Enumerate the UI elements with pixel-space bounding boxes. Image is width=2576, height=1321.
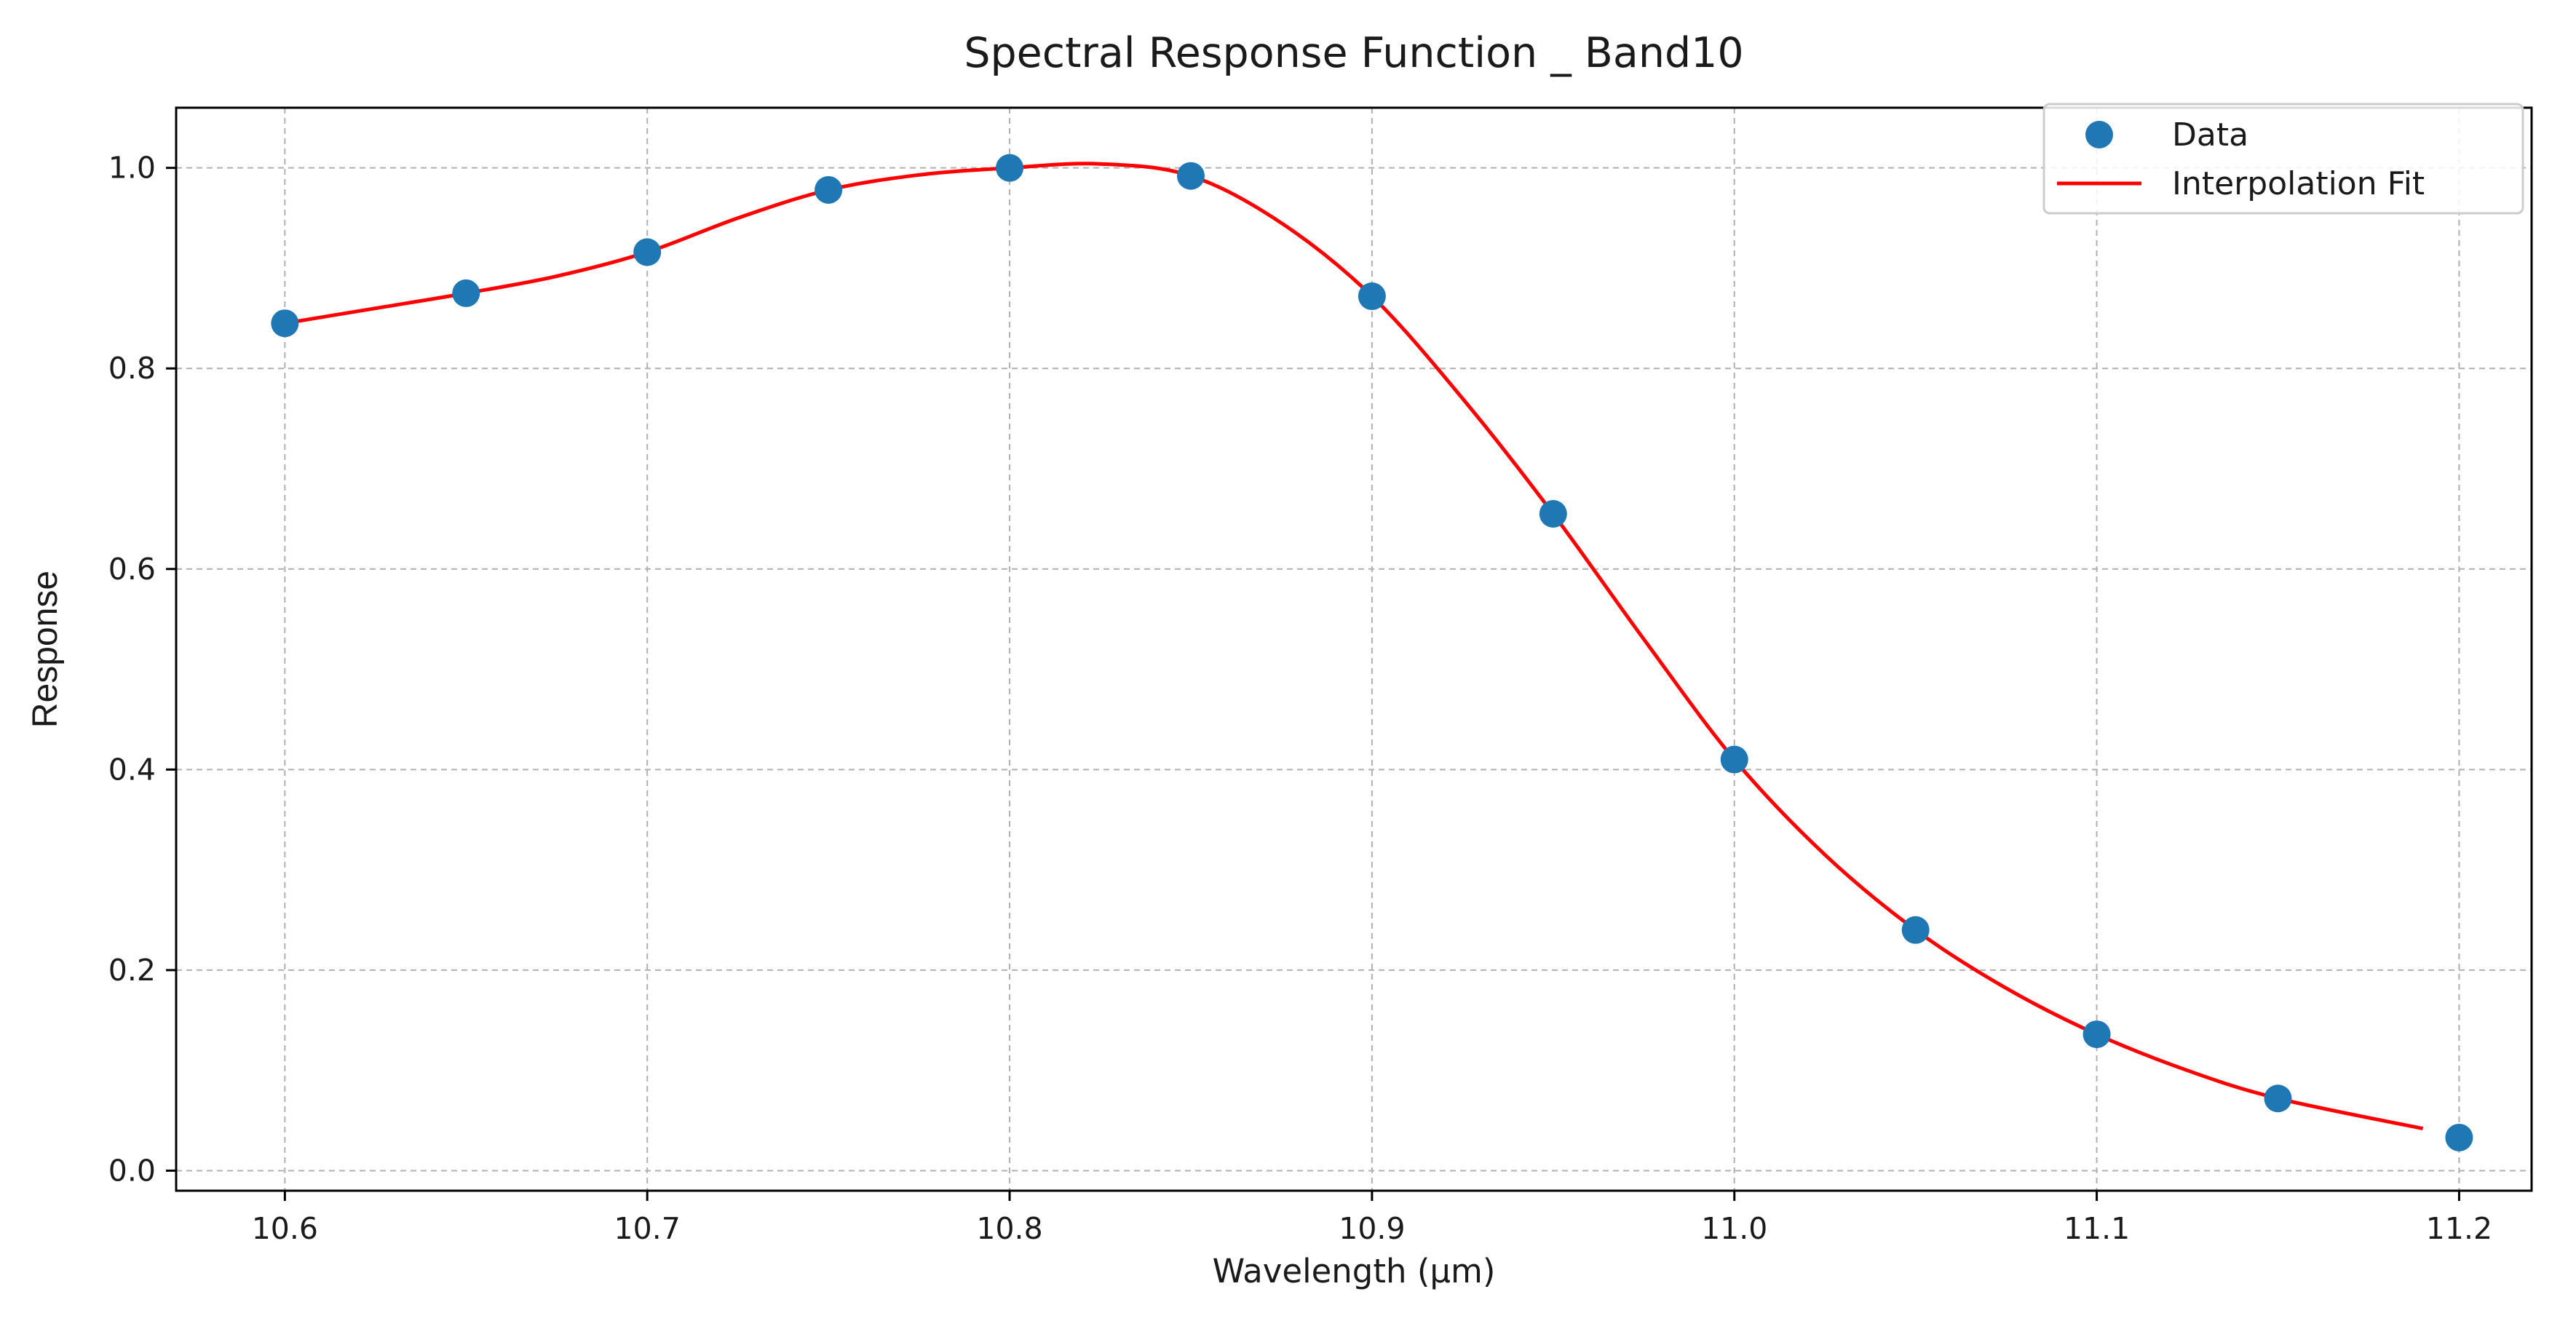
y-tick-label: 0.2 [108, 953, 156, 988]
x-tick-label: 10.8 [976, 1211, 1042, 1246]
data-point [2445, 1123, 2473, 1151]
y-tick-label: 0.8 [108, 351, 156, 386]
data-points-layer [271, 154, 2473, 1151]
chart-title: Spectral Response Function _ Band10 [964, 29, 1743, 77]
x-tick-label: 10.9 [1339, 1211, 1405, 1246]
data-point [633, 238, 662, 266]
legend-box [2042, 103, 2524, 215]
data-point [1176, 162, 1205, 190]
x-axis-label: Wavelength (μm) [1213, 1252, 1496, 1290]
y-tick-label: 0.4 [108, 752, 156, 787]
legend-data-label: Data [2172, 116, 2248, 154]
y-tick-label: 1.0 [108, 151, 156, 186]
data-point [1539, 500, 1567, 528]
x-tick-label: 10.7 [614, 1211, 681, 1246]
y-tick-label: 0.0 [108, 1153, 156, 1188]
legend-fit-label: Interpolation Fit [2172, 165, 2425, 202]
x-tick-label: 11.2 [2426, 1211, 2492, 1246]
data-point [452, 279, 480, 307]
legend: Data Interpolation Fit [2042, 103, 2524, 215]
x-tick-label: 11.0 [1701, 1211, 1767, 1246]
axis-ticks: 10.6 10.7 10.8 10.9 11.0 11.1 11.2 0.0 0.2 0.4 0.6… [108, 151, 2492, 1246]
legend-data-marker [2085, 121, 2113, 148]
data-point [271, 309, 299, 338]
data-point [996, 154, 1024, 182]
data-point [1901, 916, 1930, 944]
grid [176, 108, 2532, 1191]
data-point [1358, 282, 1386, 311]
data-point [2082, 1020, 2111, 1049]
data-point [815, 175, 843, 204]
x-tick-label: 11.1 [2064, 1211, 2130, 1246]
data-point [1720, 745, 1748, 774]
plot-frame [175, 106, 2533, 1192]
y-tick-label: 0.6 [108, 552, 156, 587]
data-point [2264, 1084, 2292, 1113]
x-tick-label: 10.6 [252, 1211, 318, 1246]
y-axis-label: Response [26, 571, 65, 728]
